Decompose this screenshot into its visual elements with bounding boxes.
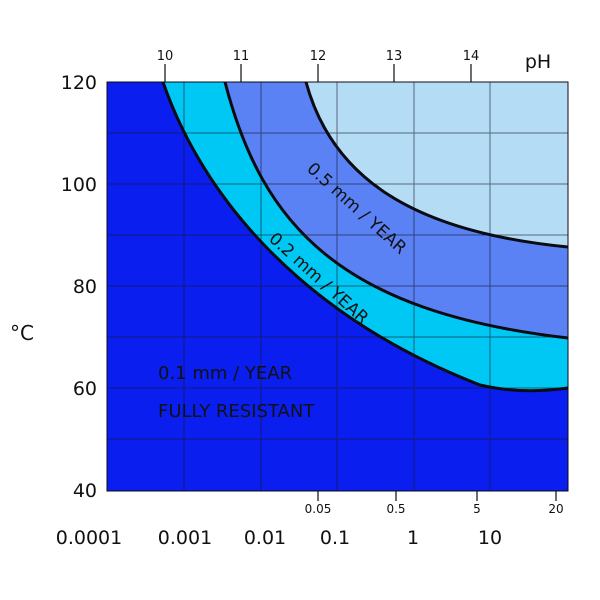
y-tick-label: 40 xyxy=(73,480,97,502)
bottom-outer-tick-label: 0.1 xyxy=(320,527,350,549)
bottom-outer-tick-label: 0.001 xyxy=(158,527,212,549)
bottom-outer-tick-label: 10 xyxy=(478,527,502,549)
y-tick-label: 60 xyxy=(73,378,97,400)
ph-tick-label: 11 xyxy=(233,49,250,64)
ph-tick-label: 12 xyxy=(310,49,327,64)
ph-axis-label: pH xyxy=(525,51,551,73)
zone-label-fully-resistant: FULLY RESISTANT xyxy=(158,401,315,422)
bottom-outer-tick-label: 0.01 xyxy=(244,527,286,549)
zone-medium-blue xyxy=(225,82,568,338)
zone-deep-blue xyxy=(107,82,568,491)
bottom-inner-tick-label: 5 xyxy=(473,502,481,516)
bottom-outer-tick-label: 0.0001 xyxy=(56,527,122,549)
ph-tick-label: 10 xyxy=(157,49,174,64)
ph-tick-label: 13 xyxy=(386,49,403,64)
bottom-inner-tick-label: 0.05 xyxy=(305,502,332,516)
boundary-curves xyxy=(161,82,568,393)
grid xyxy=(107,82,568,491)
y-tick-label: 80 xyxy=(73,276,97,298)
bottom-inner-tick-label: 0.5 xyxy=(386,502,405,516)
y-tick-label: 100 xyxy=(61,174,97,196)
bottom-axis-ticks xyxy=(317,491,557,501)
zone-label-0-1mm: 0.1 mm / YEAR xyxy=(158,363,292,384)
curve-0-2mm xyxy=(223,82,568,340)
y-axis-label: °C xyxy=(10,321,34,345)
bottom-outer-tick-label: 1 xyxy=(407,527,419,549)
ph-tick-label: 14 xyxy=(463,49,480,64)
curve-0-1mm xyxy=(161,82,568,393)
curve-0-5mm xyxy=(304,82,568,249)
plot-frame xyxy=(106,81,569,492)
bottom-inner-tick-label: 20 xyxy=(548,502,563,516)
top-axis-ticks xyxy=(164,64,472,82)
y-tick-label: 120 xyxy=(61,72,97,94)
